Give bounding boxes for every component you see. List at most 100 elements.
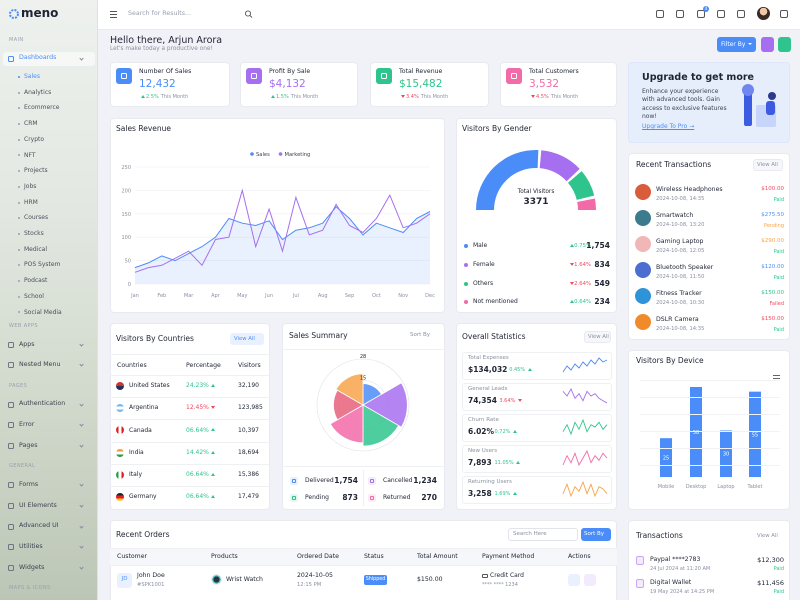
header-icon[interactable]	[656, 10, 664, 18]
divider	[110, 375, 270, 376]
upgrade-title: Upgrade to get more	[642, 71, 754, 83]
country-visitors: 123,985	[238, 404, 263, 412]
submenu-dot	[18, 75, 20, 78]
avatar[interactable]	[757, 7, 770, 20]
transaction-status: Paid	[773, 196, 784, 203]
menu-item[interactable]: UI Elements	[19, 501, 57, 509]
transaction-avatar	[635, 314, 651, 330]
menu-item[interactable]: Advanced UI	[19, 522, 59, 530]
filter-button[interactable]: Filter By	[721, 40, 746, 48]
header-icon[interactable]	[737, 10, 745, 18]
column-header: Status	[364, 552, 384, 560]
menu-item[interactable]: Utilities	[19, 543, 43, 551]
button[interactable]	[581, 528, 611, 541]
total-icon	[290, 477, 298, 485]
transaction-date: 2024-10-08, 10:30	[656, 299, 705, 306]
country-percentage: 06.64%	[186, 493, 209, 501]
header-icon[interactable]	[676, 10, 684, 18]
status-badge	[364, 575, 387, 585]
submenu-item[interactable]: Jobs	[24, 182, 37, 190]
stat-label: Total Customers	[529, 67, 579, 75]
menu-icon	[8, 55, 14, 62]
submenu-item[interactable]: School	[24, 292, 44, 300]
button[interactable]	[717, 37, 756, 52]
menu-item[interactable]: Widgets	[19, 563, 45, 571]
button[interactable]	[761, 37, 774, 52]
product-name: Wrist Watch	[226, 575, 263, 583]
submenu-item[interactable]: Sales	[24, 73, 40, 80]
country-percentage: 06.64%	[186, 426, 209, 434]
arrow-up	[271, 95, 275, 98]
menu-item[interactable]: Nested Menu	[19, 361, 61, 369]
menu-item[interactable]: Apps	[19, 340, 35, 348]
stat-row	[462, 445, 612, 473]
submenu-item[interactable]: Social Media	[24, 308, 62, 316]
menu-item[interactable]: Pages	[19, 441, 38, 449]
gauge-label: Total Visitors	[517, 189, 555, 196]
upgrade-link[interactable]: Upgrade To Pro →	[642, 123, 695, 131]
button[interactable]	[584, 331, 611, 343]
header-icon[interactable]	[780, 10, 788, 18]
stat-row	[462, 383, 612, 411]
customer-id: #SPK1001	[137, 581, 165, 588]
transaction-avatar	[635, 288, 651, 304]
stat-value: 3,532	[529, 78, 560, 91]
button[interactable]	[778, 37, 791, 52]
search-input[interactable]: Search for Results...	[128, 9, 192, 17]
submenu-item[interactable]: Stocks	[24, 230, 44, 237]
table-header	[110, 548, 617, 566]
transaction-status: Paid	[773, 588, 784, 595]
flag	[116, 426, 124, 435]
divider	[110, 419, 270, 421]
submenu-item[interactable]: Medical	[24, 245, 47, 253]
submenu-item[interactable]: Projects	[24, 167, 48, 175]
sort-button[interactable]: Sort By	[584, 530, 605, 537]
submenu-item[interactable]: Crypto	[24, 135, 45, 143]
header-icon[interactable]	[697, 10, 705, 18]
submenu-item[interactable]: CRM	[24, 120, 38, 128]
view-all-button[interactable]: View All	[234, 335, 255, 342]
overall-change: 0.45%	[509, 366, 526, 373]
card-title: Recent Orders	[116, 530, 170, 540]
search-input[interactable]: Search Here	[513, 530, 547, 537]
stat-value: $4,132	[269, 78, 306, 91]
button[interactable]	[584, 574, 596, 586]
column-header: Customer	[117, 552, 148, 560]
legend-change: 0.64%	[574, 298, 591, 305]
transaction-amount: $150.00	[761, 316, 784, 323]
submenu-item[interactable]: Podcast	[24, 277, 48, 285]
submenu-dot	[18, 123, 20, 125]
menu-item[interactable]: Error	[19, 421, 35, 429]
view-all-button[interactable]: View All	[757, 161, 778, 168]
submenu-item[interactable]: Courses	[24, 214, 49, 222]
button[interactable]	[230, 333, 264, 345]
header-icon[interactable]	[717, 10, 725, 18]
menu-item[interactable]: Forms	[19, 481, 39, 488]
button[interactable]	[568, 574, 580, 586]
transaction-date: 2024-10-08, 14:35	[656, 325, 705, 332]
menu-icon	[8, 362, 14, 369]
total-label: Delivered	[305, 477, 334, 485]
submenu-item[interactable]: HRM	[24, 198, 38, 206]
country-visitors: 18,694	[238, 448, 259, 456]
view-all-button[interactable]: View All	[757, 532, 778, 539]
legend-value: 549	[594, 279, 610, 289]
menu-icon	[8, 544, 14, 551]
submenu-item[interactable]: Ecommerce	[24, 104, 60, 112]
search-box[interactable]	[508, 528, 578, 541]
transaction-name: Gaming Laptop	[656, 237, 704, 245]
submenu-item[interactable]: POS System	[24, 261, 61, 269]
flag	[116, 382, 124, 390]
menu-item[interactable]: Authentication	[19, 400, 66, 408]
submenu-item[interactable]: NFT	[24, 151, 36, 159]
customer-name: John Doe	[137, 571, 165, 579]
stat-icon	[376, 68, 392, 84]
sort-button[interactable]: Sort By	[410, 332, 431, 339]
submenu-item[interactable]: Analytics	[24, 88, 52, 96]
menu-item[interactable]: Dashboards	[19, 54, 57, 62]
divider	[110, 486, 270, 487]
transaction-avatar	[635, 236, 651, 252]
view-all-button[interactable]: View All	[588, 333, 609, 340]
button[interactable]	[753, 159, 783, 171]
transaction-name: Fitness Tracker	[656, 289, 702, 297]
